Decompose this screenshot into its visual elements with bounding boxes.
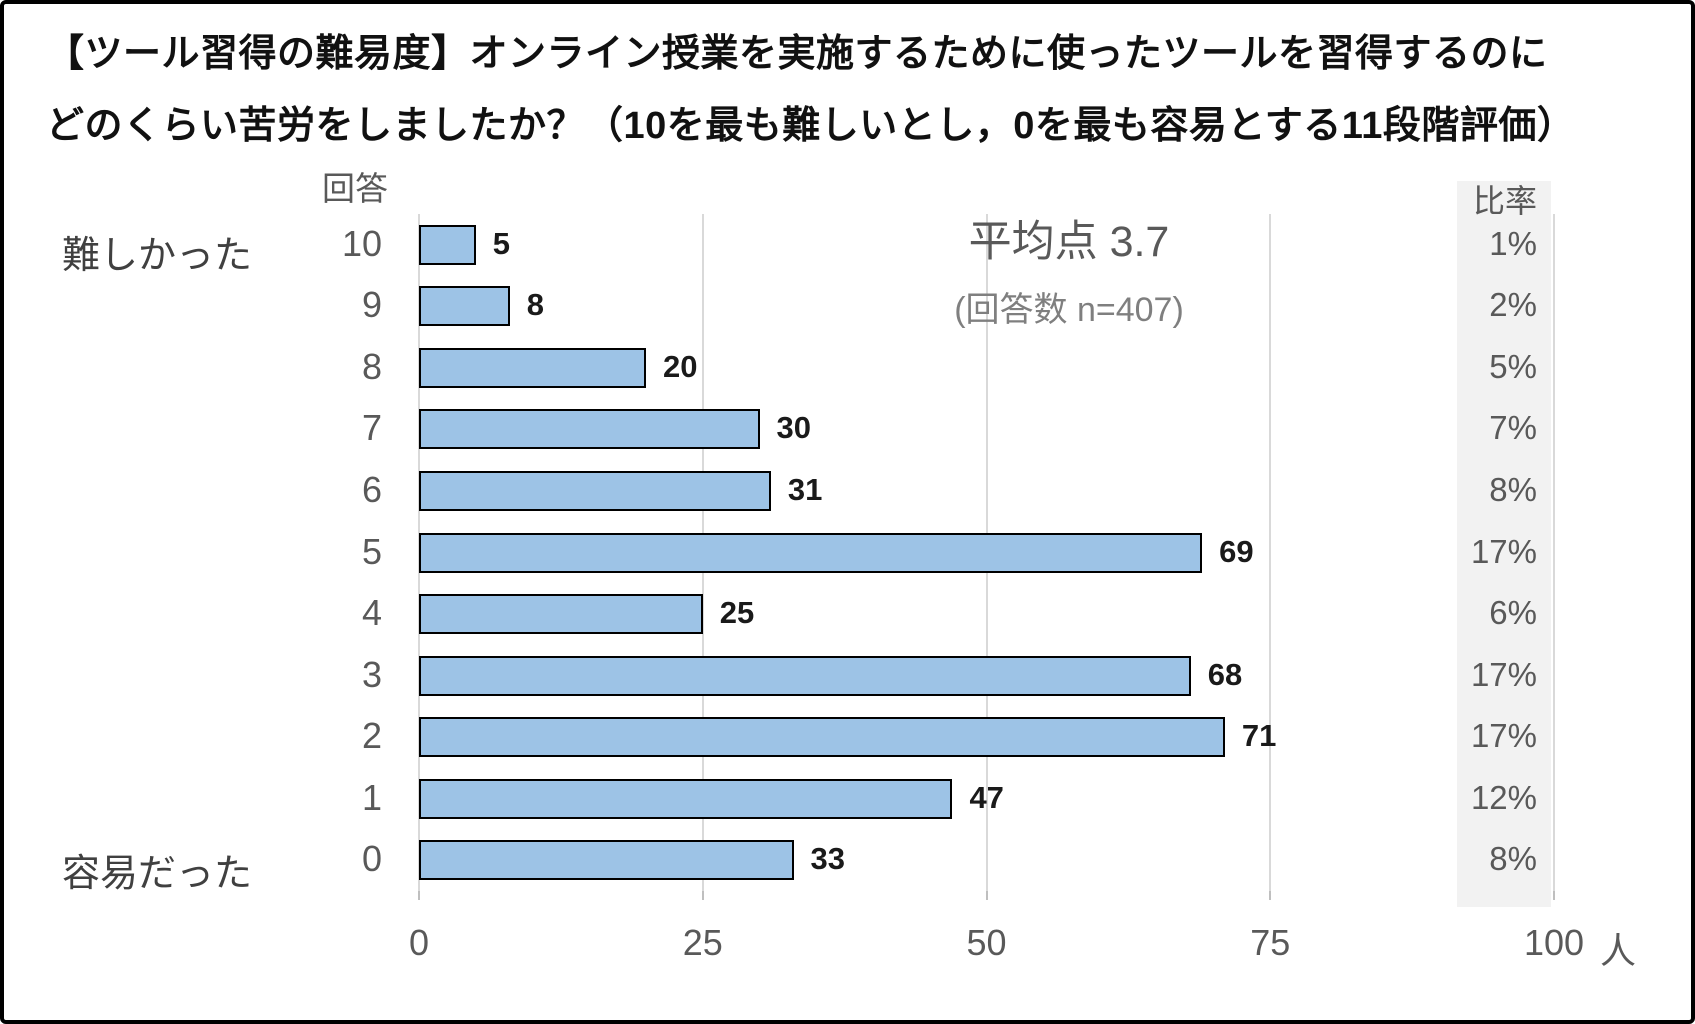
bar-0 [419, 840, 794, 881]
value-label-1: 47 [969, 779, 1004, 815]
x-tick-label-25: 25 [682, 922, 723, 963]
bar-1 [419, 778, 953, 819]
ratio-value-10: 1% [1489, 224, 1537, 262]
gridline-100 [1553, 214, 1555, 891]
chart-title-line-1: 【ツール習得の難易度】オンライン授業を実施するために使ったツールを習得するのに [46, 33, 1548, 75]
bar-9 [419, 286, 510, 327]
sample-size-annotation: (回答数 n=407) [954, 291, 1184, 329]
value-label-5: 69 [1219, 533, 1254, 569]
bar-10 [419, 224, 476, 265]
category-label-3: 3 [361, 653, 382, 695]
bar-6 [419, 470, 771, 511]
ratio-value-0: 8% [1489, 840, 1537, 878]
category-label-10: 10 [341, 222, 382, 264]
ratio-value-8: 5% [1489, 347, 1537, 385]
bar-4 [419, 594, 703, 635]
ratio-value-5: 17% [1470, 532, 1537, 570]
category-label-1: 1 [361, 776, 382, 818]
axis-tick-25 [701, 891, 704, 900]
category-label-8: 8 [361, 345, 382, 387]
category-label-5: 5 [361, 530, 382, 572]
difficult-end-label: 難しかった [62, 235, 253, 277]
axis-tick-75 [1269, 891, 1272, 900]
value-label-10: 5 [492, 225, 510, 261]
y-axis-header: 回答 [322, 170, 388, 207]
value-label-4: 25 [719, 595, 755, 631]
mean-score-annotation: 平均点 3.7 [968, 218, 1170, 266]
ratio-value-9: 2% [1489, 286, 1537, 324]
ratio-value-4: 6% [1489, 594, 1537, 632]
category-label-0: 0 [361, 838, 382, 880]
chart-title: 【ツール習得の難易度】オンライン授業を実施するために使ったツールを習得するのに … [46, 18, 1606, 162]
bar-8 [419, 347, 646, 388]
value-label-6: 31 [787, 471, 823, 507]
ratio-value-6: 8% [1489, 470, 1537, 508]
x-tick-label-100: 100 [1523, 922, 1585, 963]
bar-2 [419, 717, 1225, 758]
x-tick-label-75: 75 [1250, 922, 1291, 963]
ratio-panel [1457, 181, 1551, 907]
bar-3 [419, 655, 1191, 696]
x-tick-label-0: 0 [408, 922, 430, 963]
ratio-value-2: 17% [1470, 717, 1537, 755]
axis-tick-100 [1553, 891, 1555, 900]
category-label-6: 6 [361, 468, 382, 510]
x-axis-unit-label: 人 [1600, 930, 1637, 971]
bar-7 [419, 409, 760, 450]
x-tick-label-50: 50 [966, 922, 1007, 963]
easy-end-label: 容易だった [62, 853, 253, 895]
value-label-2: 71 [1241, 718, 1277, 754]
ratio-value-7: 7% [1489, 409, 1537, 447]
value-label-0: 33 [810, 841, 846, 877]
ratio-value-1: 12% [1470, 778, 1537, 816]
axis-tick-0 [418, 891, 420, 900]
bar-5 [419, 532, 1203, 573]
category-label-9: 9 [361, 284, 382, 326]
ratio-value-3: 17% [1470, 655, 1537, 693]
chart-title-line-2: どのくらい苦労をしましたか？（10を最も難しいとし，0を最も容易とする11段階評… [46, 105, 1576, 147]
category-label-4: 4 [361, 592, 382, 634]
ratio-panel-header: 比率 [1472, 183, 1537, 219]
value-label-7: 30 [776, 410, 811, 446]
category-label-7: 7 [361, 407, 382, 449]
value-label-9: 8 [526, 287, 545, 323]
gridline-75 [1269, 214, 1272, 891]
value-label-8: 20 [663, 348, 698, 384]
axis-tick-50 [985, 891, 988, 900]
category-label-2: 2 [361, 715, 382, 757]
value-label-3: 68 [1207, 656, 1243, 692]
